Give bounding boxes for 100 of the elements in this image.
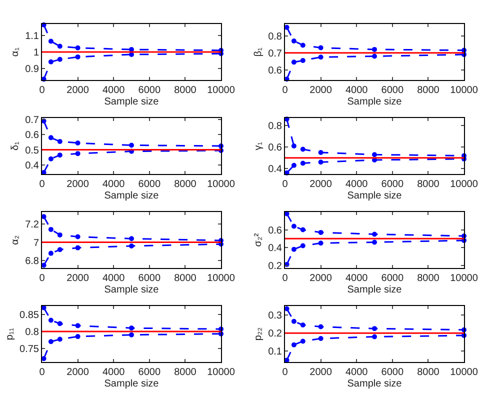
point: [129, 236, 134, 242]
point: [300, 227, 306, 232]
y-tick-label: 0.75: [20, 344, 40, 355]
x-tick-label: 4000: [102, 85, 126, 96]
x-tick-label: 10000: [207, 179, 236, 190]
x-axis-title: Sample size: [347, 96, 402, 108]
point: [291, 318, 296, 324]
y-tick-label: 0.4: [268, 243, 282, 254]
y-tick-label: 0.6: [25, 130, 40, 142]
point: [48, 156, 54, 162]
x-tick-label: 6000: [138, 179, 161, 190]
x-tick-label: 4000: [345, 85, 368, 96]
y-axis-title: δ₁: [10, 140, 22, 150]
x-tick-label: 10000: [207, 273, 236, 284]
point: [48, 135, 54, 140]
x-tick-label: 8000: [417, 85, 440, 96]
point: [75, 54, 80, 60]
point: [300, 146, 306, 152]
x-axis-title: Sample size: [347, 378, 402, 390]
x-tick-label: 6000: [381, 367, 404, 378]
y-tick-label: 0.8: [268, 121, 282, 132]
x-tick-label: 2000: [66, 85, 90, 96]
x-tick-label: 8000: [417, 367, 440, 378]
x-tick-label: 8000: [174, 367, 197, 378]
x-tick-label: 0: [39, 85, 46, 96]
x-tick-label: 0: [282, 179, 288, 190]
x-tick-label: 0: [282, 273, 288, 284]
point: [318, 160, 324, 165]
point: [57, 44, 62, 49]
point: [48, 59, 54, 64]
x-tick-label: 2000: [310, 273, 332, 284]
x-axis-title: Sample size: [347, 284, 402, 296]
point: [57, 56, 62, 62]
x-tick-label: 2000: [310, 85, 332, 96]
x-tick-label: 8000: [174, 85, 197, 96]
x-tick-label: 8000: [417, 179, 440, 190]
x-tick-label: 10000: [450, 367, 478, 378]
point: [318, 230, 324, 235]
x-tick-label: 8000: [174, 179, 197, 190]
y-tick-label: 6.8: [25, 256, 40, 268]
point: [318, 54, 324, 60]
y-tick-label: 0.8: [268, 31, 282, 42]
x-tick-label: 4000: [345, 179, 368, 190]
y-axis-title: α₂: [10, 235, 22, 245]
point: [291, 342, 296, 348]
x-tick-label: 4000: [102, 367, 126, 378]
y-axis-title: σ₂²: [253, 232, 264, 247]
point: [372, 46, 377, 52]
y-tick-label: 7: [33, 238, 40, 249]
point: [48, 339, 54, 344]
point: [129, 243, 134, 248]
point: [291, 144, 296, 148]
x-tick-label: 4000: [345, 273, 368, 284]
point: [291, 38, 296, 44]
point: [75, 151, 80, 156]
y-axis-title: α₁: [10, 46, 22, 57]
point: [372, 152, 377, 158]
x-tick-label: 4000: [102, 179, 126, 190]
point: [318, 240, 324, 246]
x-tick-label: 4000: [102, 273, 126, 284]
point: [318, 336, 324, 342]
y-tick-label: 0.8: [25, 326, 40, 338]
point: [48, 226, 54, 232]
point: [318, 45, 324, 50]
point: [48, 318, 54, 323]
x-tick-label: 8000: [174, 273, 197, 284]
y-tick-label: 1: [33, 48, 40, 58]
y-tick-label: 0.6: [268, 65, 282, 76]
x-tick-label: 2000: [310, 179, 332, 190]
point: [300, 160, 306, 166]
x-tick-label: 2000: [310, 367, 332, 378]
point: [300, 338, 306, 344]
point: [300, 322, 306, 328]
x-tick-label: 2000: [66, 367, 90, 378]
x-tick-label: 0: [39, 273, 46, 284]
point: [129, 332, 134, 338]
y-tick-label: 0.1: [268, 346, 282, 358]
x-tick-label: 0: [282, 367, 288, 378]
x-tick-label: 4000: [345, 367, 368, 378]
x-axis-title: Sample size: [104, 378, 160, 390]
x-tick-label: 0: [39, 179, 46, 190]
point: [291, 246, 296, 252]
y-tick-label: 0.6: [268, 142, 282, 154]
x-tick-label: 6000: [138, 85, 161, 96]
x-tick-label: 10000: [450, 273, 478, 284]
x-tick-label: 10000: [450, 179, 478, 190]
point: [129, 142, 134, 148]
point: [318, 324, 324, 330]
point: [318, 150, 324, 155]
x-axis-title: Sample size: [104, 96, 160, 108]
x-tick-label: 6000: [381, 273, 404, 284]
point: [372, 240, 377, 245]
x-tick-label: 10000: [207, 85, 236, 96]
y-axis-title: p₁₁: [4, 327, 16, 340]
y-tick-label: 1.1: [25, 31, 40, 42]
x-axis-title: Sample size: [347, 190, 402, 202]
x-tick-label: 8000: [417, 273, 440, 284]
point: [291, 162, 296, 168]
y-tick-label: 0.5: [25, 145, 40, 156]
y-axis-title: γ₁: [253, 141, 264, 150]
